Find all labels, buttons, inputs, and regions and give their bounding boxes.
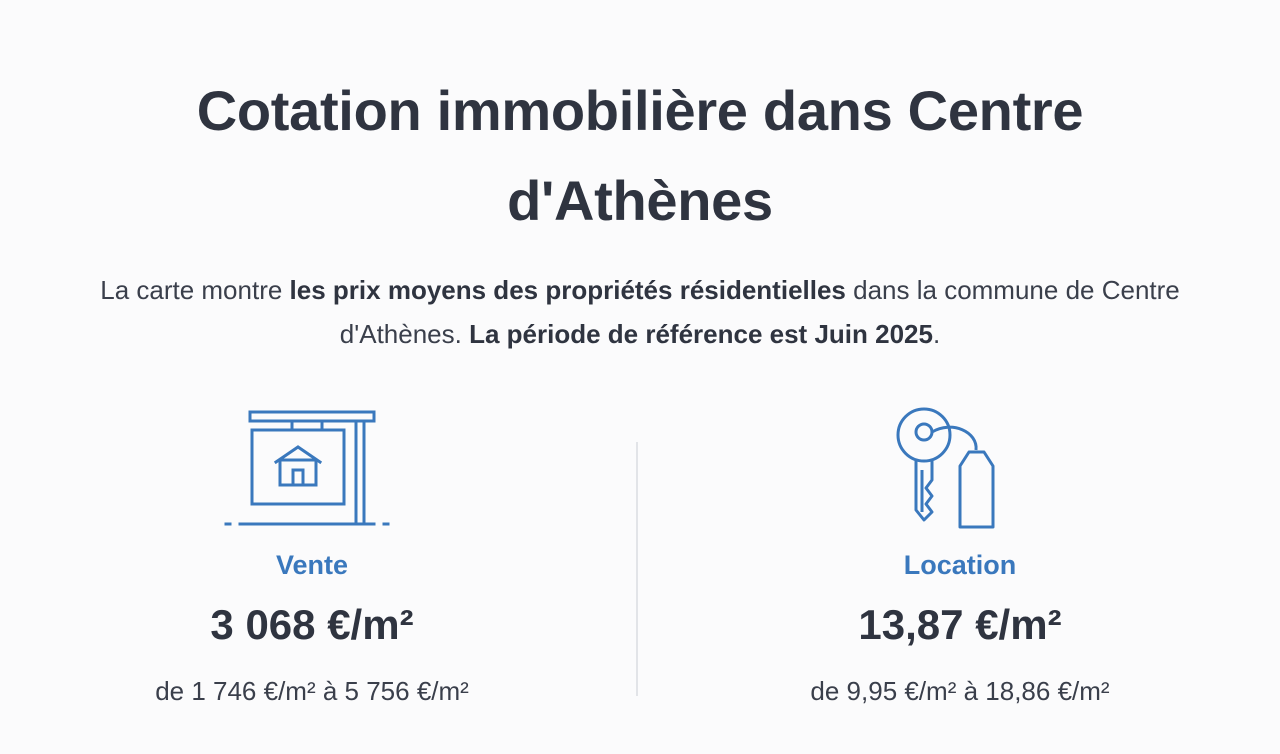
intro-text: La carte montre les prix moyens des prop…: [40, 268, 1240, 356]
sale-price: 3 068 €/m²: [210, 601, 414, 648]
intro-bold-2: La période de référence est Juin 2025: [469, 319, 933, 349]
intro-part-3: .: [932, 319, 941, 349]
rent-range: de 9,95 €/m² à 18,86 €/m²: [810, 676, 1110, 706]
sale-column: Vente 3 068 €/m² de 1 746 €/m² à 5 756 €…: [52, 400, 572, 709]
house-sign-icon: [52, 400, 572, 534]
key-tag-icon: [700, 400, 1220, 534]
intro-part-1: La carte montre: [100, 275, 290, 305]
rent-label: Location: [903, 550, 1017, 580]
column-divider: [636, 442, 638, 696]
intro-part-2: dans la commune de Centre d'Athènes.: [339, 275, 1180, 349]
rent-column: Location 13,87 €/m² de 9,95 €/m² à 18,86…: [700, 400, 1220, 709]
sale-range: de 1 746 €/m² à 5 756 €/m²: [155, 676, 469, 706]
rent-price: 13,87 €/m²: [858, 601, 1062, 648]
intro-bold-1: les prix moyens des propriétés résidenti…: [289, 275, 846, 305]
page-title: Cotation immobilière dans Centre d'Athèn…: [196, 79, 1084, 232]
sale-label: Vente: [275, 550, 349, 580]
